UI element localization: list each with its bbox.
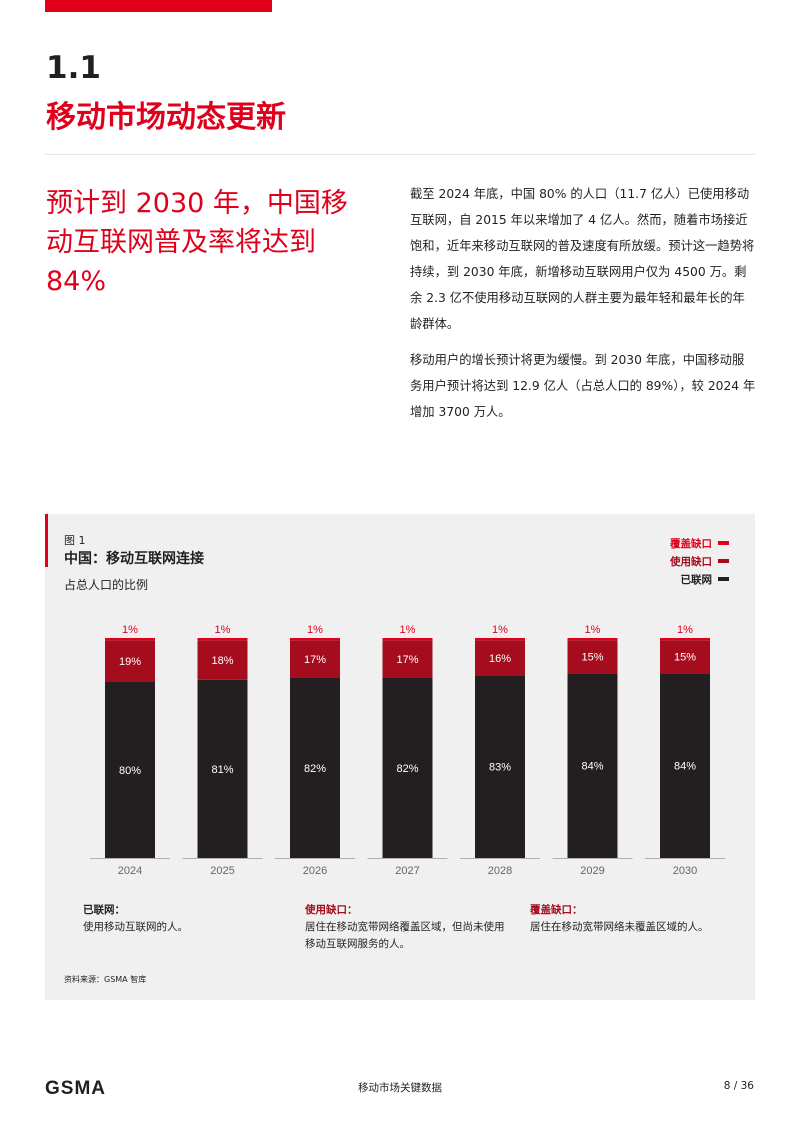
body-paragraph-1: 截至 2024 年底，中国 80% 的人口（11.7 亿人）已使用移动互联网，自… xyxy=(410,187,755,331)
legend-label: 已联网 xyxy=(680,573,713,586)
bar-segment-usage-gap xyxy=(105,640,155,682)
legend-swatch xyxy=(718,559,729,563)
bar-segment-connected xyxy=(567,673,618,858)
figure-label: 图 1 xyxy=(64,534,86,547)
figure-accent-bar xyxy=(45,514,48,567)
definition-heading: 覆盖缺口： xyxy=(530,904,583,916)
definition-heading: 使用缺口： xyxy=(305,904,358,916)
bar-segment-coverage-gap xyxy=(660,638,710,641)
x-tick-label: 2026 xyxy=(303,865,327,877)
bar-segment-usage-gap xyxy=(382,640,433,678)
data-label: 17% xyxy=(304,654,326,666)
legend-item-connected: 已联网 xyxy=(670,570,729,588)
data-label: 17% xyxy=(396,654,418,666)
bar-segment-coverage-gap xyxy=(382,638,433,641)
definition-usage-gap: 使用缺口： 居住在移动宽带网络覆盖区域，但尚未使用移动互联网服务的人。 xyxy=(305,902,505,953)
bar-segment-coverage-gap xyxy=(475,638,525,641)
legend-item-coverage-gap: 覆盖缺口 xyxy=(670,534,729,552)
stacked-bar-chart: 80% 19% 1% 2024 81% 18% 1% 2025 82% 17% 1% 2026 82% 1… xyxy=(90,624,725,877)
figure-source: 资料来源：GSMA 智库 xyxy=(64,975,147,984)
section-divider xyxy=(45,154,755,155)
x-tick-label: 2025 xyxy=(210,865,234,877)
section-number: 1.1 xyxy=(46,50,101,86)
chart-legend: 覆盖缺口 使用缺口 已联网 xyxy=(670,534,729,588)
x-tick-label: 2030 xyxy=(673,865,697,877)
data-label: 80% xyxy=(119,765,141,777)
page-number: 8 / 36 xyxy=(723,1080,754,1092)
body-paragraph-2: 移动用户的增长预计将更为缓慢。到 2030 年底，中国移动服务用户预计将达到 1… xyxy=(410,353,756,419)
data-label: 1% xyxy=(307,624,323,636)
legend-item-usage-gap: 使用缺口 xyxy=(670,552,729,570)
bar-segment-coverage-gap xyxy=(197,638,248,641)
data-label: 84% xyxy=(581,761,603,773)
data-label: 15% xyxy=(581,652,603,664)
data-label: 81% xyxy=(211,764,233,776)
data-label: 1% xyxy=(585,624,601,636)
figure-title: 中国：移动互联网连接 xyxy=(64,551,204,567)
bar-segment-connected xyxy=(197,679,248,858)
bar-segment-coverage-gap xyxy=(290,638,340,641)
bar-segment-connected xyxy=(475,675,525,858)
definition-text: 居住在移动宽带网络未覆盖区域的人。 xyxy=(530,921,709,933)
data-label: 1% xyxy=(400,624,416,636)
legend-swatch xyxy=(718,541,729,545)
bar-segment-connected xyxy=(290,677,340,858)
bar-segment-usage-gap xyxy=(197,640,248,680)
x-tick-label: 2029 xyxy=(580,865,604,877)
bar-segment-connected xyxy=(382,677,433,858)
data-label: 18% xyxy=(211,655,233,667)
section-title: 移动市场动态更新 xyxy=(46,100,286,135)
bar-segment-connected xyxy=(105,682,155,858)
top-accent-bar xyxy=(45,0,272,12)
headline: 预计到 2030 年，中国移动互联网普及率将达到 84% xyxy=(46,188,348,297)
bar-segment-coverage-gap xyxy=(567,638,618,641)
data-label: 1% xyxy=(492,624,508,636)
x-tick-label: 2028 xyxy=(488,865,512,877)
legend-label: 使用缺口 xyxy=(670,555,712,568)
definition-text: 居住在移动宽带网络覆盖区域，但尚未使用移动互联网服务的人。 xyxy=(305,921,505,950)
bar-segment-usage-gap xyxy=(567,640,618,674)
data-label: 82% xyxy=(304,763,326,775)
legend-label: 覆盖缺口 xyxy=(670,537,712,550)
data-label: 1% xyxy=(215,624,231,636)
figure-panel: 图 1 中国：移动互联网连接 占总人口的比例 覆盖缺口 使用缺口 已联网 80%… xyxy=(45,514,755,1000)
legend-swatch xyxy=(718,577,729,581)
data-label: 83% xyxy=(489,762,511,774)
definition-coverage-gap: 覆盖缺口： 居住在移动宽带网络未覆盖区域的人。 xyxy=(530,902,740,936)
definition-heading: 已联网： xyxy=(83,904,125,916)
body-text: 截至 2024 年底，中国 80% 的人口（11.7 亿人）已使用移动互联网，自… xyxy=(410,181,756,435)
figure-subtitle: 占总人口的比例 xyxy=(64,578,149,592)
data-label: 1% xyxy=(122,624,138,636)
gsma-logo: GSMA xyxy=(45,1078,106,1099)
data-label: 1% xyxy=(677,624,693,636)
data-label: 15% xyxy=(674,652,696,664)
data-label: 16% xyxy=(489,653,511,665)
definition-connected: 已联网： 使用移动互联网的人。 xyxy=(83,902,283,936)
data-label: 84% xyxy=(674,761,696,773)
x-tick-label: 2027 xyxy=(395,865,419,877)
data-label: 19% xyxy=(119,656,141,668)
bar-segment-connected xyxy=(660,673,710,858)
x-tick-label: 2024 xyxy=(118,865,142,877)
data-label: 82% xyxy=(396,763,418,775)
bar-segment-usage-gap xyxy=(475,640,525,676)
footer-title: 移动市场关键数据 xyxy=(358,1082,442,1094)
definition-text: 使用移动互联网的人。 xyxy=(83,921,188,933)
bar-segment-usage-gap xyxy=(290,640,340,678)
bar-segment-usage-gap xyxy=(660,640,710,674)
bar-segment-coverage-gap xyxy=(105,638,155,641)
